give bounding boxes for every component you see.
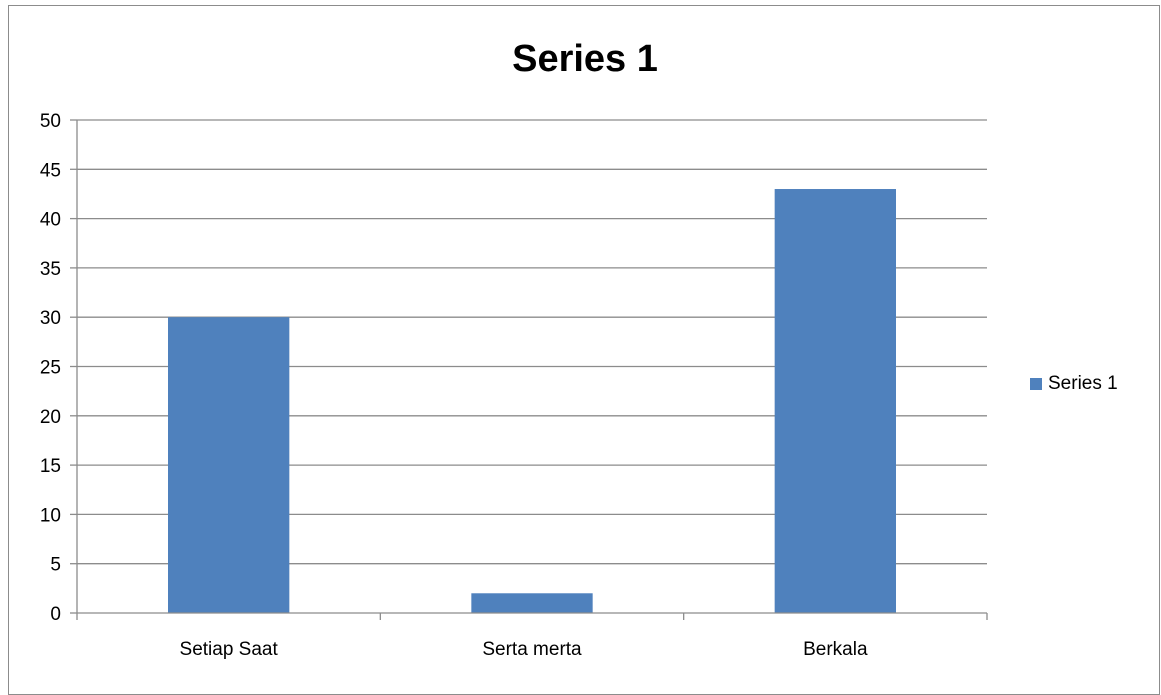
y-tick-label: 10 — [40, 505, 61, 526]
bar — [471, 593, 593, 613]
y-tick-label: 0 — [50, 604, 61, 625]
y-tick-label: 30 — [40, 308, 61, 329]
y-tick-label: 20 — [40, 407, 61, 428]
bars — [168, 189, 896, 613]
bar — [168, 317, 290, 613]
x-tick-label: Serta merta — [482, 639, 582, 660]
y-tick-label: 5 — [50, 555, 61, 576]
legend: Series 1 — [1030, 373, 1118, 395]
legend-label: Series 1 — [1048, 373, 1118, 394]
y-tick-label: 35 — [40, 259, 61, 280]
x-tick-labels: Setiap Saat Serta merta Berkala — [180, 639, 868, 660]
y-tick-label: 25 — [40, 358, 61, 379]
bar-chart: 0 5 10 15 20 25 30 35 40 45 50 Setiap Saat Serta me… — [40, 111, 988, 660]
x-tick-label: Setiap Saat — [180, 639, 279, 660]
y-tick-label: 45 — [40, 160, 61, 181]
legend-swatch — [1030, 378, 1042, 390]
x-tick-label: Berkala — [803, 639, 868, 660]
y-tick-label: 50 — [40, 111, 61, 132]
y-tick-label: 40 — [40, 210, 61, 231]
bar — [774, 189, 896, 613]
y-tick-labels: 0 5 10 15 20 25 30 35 40 45 50 — [40, 111, 61, 625]
chart-title: Series 1 — [512, 38, 658, 80]
axes — [70, 119, 988, 620]
y-tick-label: 15 — [40, 456, 61, 477]
